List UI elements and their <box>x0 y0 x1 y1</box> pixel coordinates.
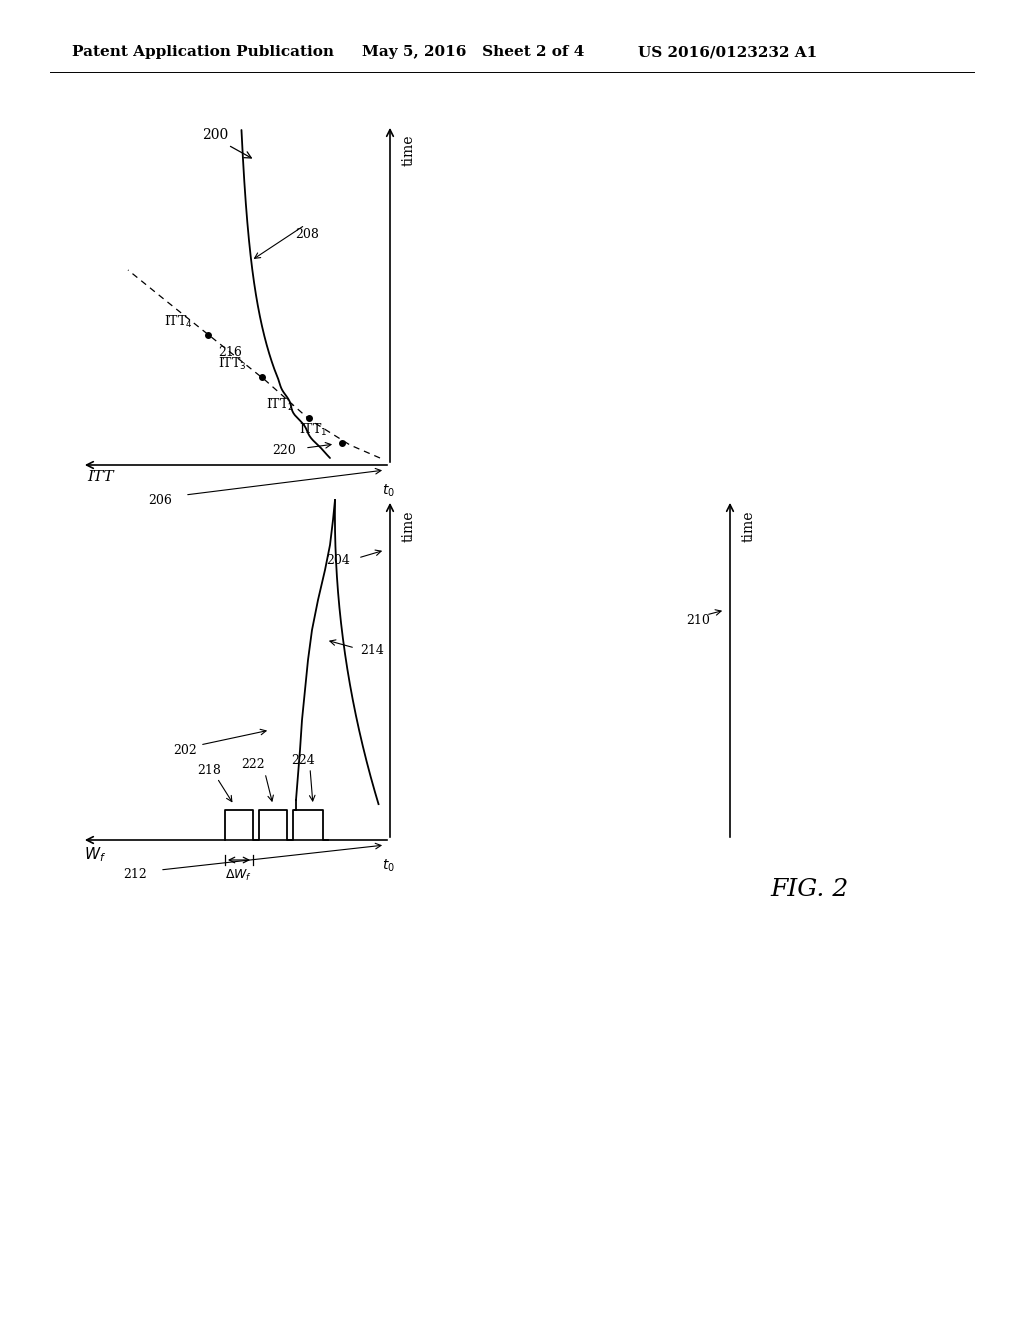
Text: 206: 206 <box>148 494 172 507</box>
Text: $\Delta W_f$: $\Delta W_f$ <box>225 869 253 883</box>
Text: 214: 214 <box>360 644 384 656</box>
Text: $W_f$: $W_f$ <box>84 845 106 863</box>
Text: FIG. 2: FIG. 2 <box>771 879 849 902</box>
Text: 224: 224 <box>291 754 314 767</box>
Text: Patent Application Publication: Patent Application Publication <box>72 45 334 59</box>
Text: 222: 222 <box>242 759 265 771</box>
Text: 208: 208 <box>295 228 318 242</box>
Text: 210: 210 <box>686 614 710 627</box>
Text: ITT: ITT <box>87 470 114 484</box>
Text: $t_0$: $t_0$ <box>382 858 394 874</box>
Text: ITT$_4$: ITT$_4$ <box>164 314 193 330</box>
Text: 212: 212 <box>123 869 146 882</box>
Text: $t_0$: $t_0$ <box>382 483 394 499</box>
Text: 218: 218 <box>197 763 221 776</box>
Text: ITT$_3$: ITT$_3$ <box>218 356 247 372</box>
Text: time: time <box>742 510 756 541</box>
Text: 202: 202 <box>173 743 197 756</box>
Text: 216: 216 <box>218 346 242 359</box>
Text: 204: 204 <box>326 553 350 566</box>
Text: ITT$_1$: ITT$_1$ <box>299 422 327 438</box>
Text: time: time <box>402 135 416 166</box>
Text: 200: 200 <box>202 128 228 143</box>
Text: May 5, 2016   Sheet 2 of 4: May 5, 2016 Sheet 2 of 4 <box>362 45 585 59</box>
Text: 220: 220 <box>272 444 296 457</box>
Text: time: time <box>402 510 416 541</box>
Text: ITT$_2$: ITT$_2$ <box>265 397 294 413</box>
Text: US 2016/0123232 A1: US 2016/0123232 A1 <box>638 45 817 59</box>
